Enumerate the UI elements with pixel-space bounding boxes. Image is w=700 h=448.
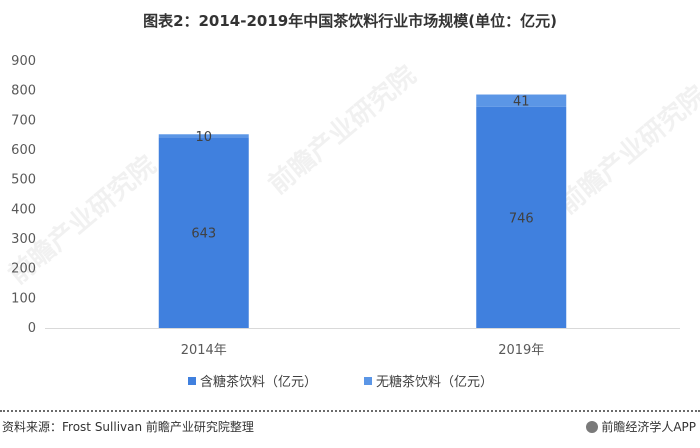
bar-segment xyxy=(476,106,567,328)
y-axis: 0 100 200 300 400 500 600 700 800 900 xyxy=(11,54,36,336)
y-tick-label: 600 xyxy=(11,143,36,158)
y-tick-label: 500 xyxy=(11,173,36,188)
y-tick-label: 700 xyxy=(11,113,36,128)
brand-text: 前瞻经济学人APP xyxy=(601,420,696,434)
bars: 643 10 746 41 xyxy=(158,94,567,328)
data-label: 10 xyxy=(195,130,212,145)
legend-label: 无糖茶饮料（亿元） xyxy=(376,374,493,390)
y-tick-label: 0 xyxy=(28,321,36,336)
bar-segment xyxy=(158,134,249,138)
y-tick-label: 800 xyxy=(11,84,36,99)
data-label: 643 xyxy=(191,227,216,242)
brand-logo-icon xyxy=(586,421,599,433)
source-note: 资料来源：Frost Sullivan 前瞻产业研究院整理 xyxy=(2,420,254,434)
data-label: 746 xyxy=(509,211,534,226)
y-tick-label: 400 xyxy=(11,202,36,217)
legend-swatch xyxy=(364,377,372,385)
x-tick-label: 2019年 xyxy=(498,343,544,358)
x-axis: 2014年 2019年 xyxy=(45,328,680,358)
bar-segment xyxy=(158,137,249,328)
y-tick-label: 200 xyxy=(11,262,36,277)
legend-label: 含糖茶饮料（亿元） xyxy=(200,374,317,390)
y-tick-label: 300 xyxy=(11,232,36,247)
legend-swatch xyxy=(188,377,196,385)
legend: 含糖茶饮料（亿元） 无糖茶饮料（亿元） xyxy=(188,374,493,390)
y-tick-label: 100 xyxy=(11,291,36,306)
data-label: 41 xyxy=(513,95,530,110)
brand-label: 前瞻经济学人APP xyxy=(586,418,696,435)
x-tick-label: 2014年 xyxy=(181,343,227,358)
chart-title: 图表2：2014-2019年中国茶饮料行业市场规模(单位：亿元) xyxy=(143,12,557,30)
bar-segment xyxy=(476,94,567,107)
footer-divider xyxy=(0,410,700,412)
y-tick-label: 900 xyxy=(11,54,36,69)
